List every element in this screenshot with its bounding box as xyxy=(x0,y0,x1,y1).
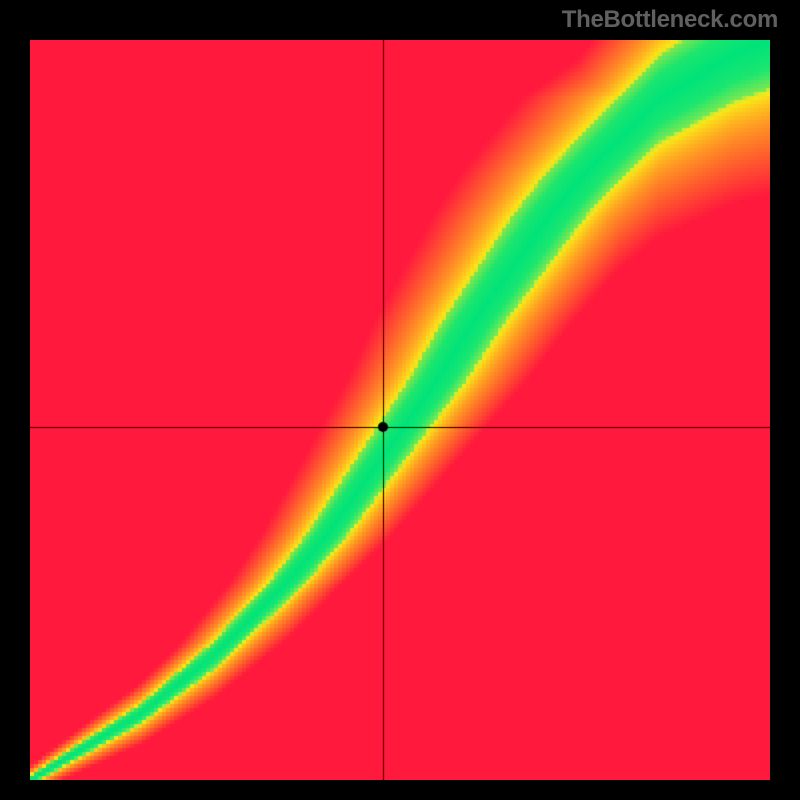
bottleneck-heatmap xyxy=(30,40,770,780)
watermark-text: TheBottleneck.com xyxy=(562,6,778,34)
